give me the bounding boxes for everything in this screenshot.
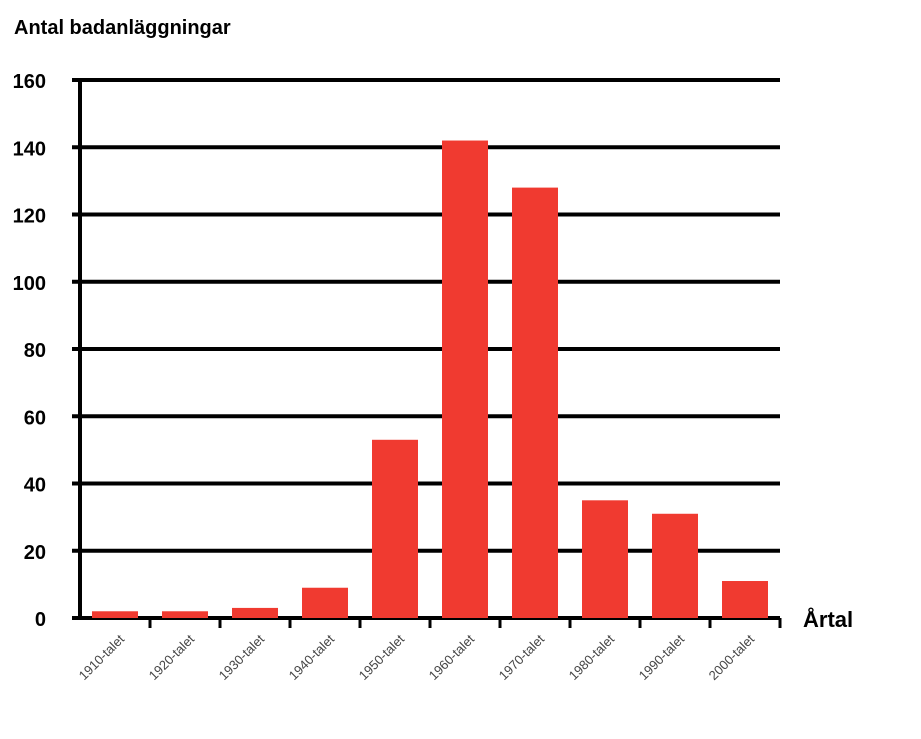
y-tick-label: 100 — [13, 273, 46, 295]
x-tick-label: 1960-talet — [426, 631, 478, 683]
x-tick-label: 1970-talet — [496, 631, 548, 683]
gridlines — [72, 78, 782, 628]
bars — [92, 140, 768, 618]
x-axis-label: Årtal — [803, 606, 853, 632]
bar — [372, 439, 418, 618]
x-tick-label: 1950-talet — [356, 631, 408, 683]
bar — [232, 607, 278, 618]
bar — [652, 513, 698, 618]
x-tick-label: 1930-talet — [216, 631, 268, 683]
x-tick-label: 2000-talet — [706, 631, 758, 683]
bar — [302, 587, 348, 618]
x-tick-label: 1940-talet — [286, 631, 338, 683]
bar — [512, 187, 558, 618]
x-tick-label: 1990-talet — [636, 631, 688, 683]
y-axis-label: Antal badanläggningar — [14, 17, 231, 39]
y-tick-label: 120 — [13, 206, 46, 228]
y-tick-label: 60 — [24, 407, 46, 429]
x-tick-label: 1910-talet — [76, 631, 128, 683]
y-tick-labels: 0 20 40 60 80 100 120 140 160 — [13, 71, 46, 631]
bar — [162, 611, 208, 618]
y-tick-label: 140 — [13, 138, 46, 160]
y-tick-label: 0 — [35, 609, 46, 631]
bar — [442, 140, 488, 618]
y-tick-label: 160 — [13, 71, 46, 93]
x-tick-labels: 1910-talet 1920-talet 1930-talet 1940-talet… — [76, 631, 758, 683]
y-tick-label: 80 — [24, 340, 46, 362]
bar — [582, 500, 628, 618]
y-tick-label: 20 — [24, 542, 46, 564]
bar — [722, 581, 768, 618]
x-tick-label: 1920-talet — [146, 631, 198, 683]
y-tick-label: 40 — [24, 475, 46, 497]
bar — [92, 611, 138, 618]
x-tick-label: 1980-talet — [566, 631, 618, 683]
